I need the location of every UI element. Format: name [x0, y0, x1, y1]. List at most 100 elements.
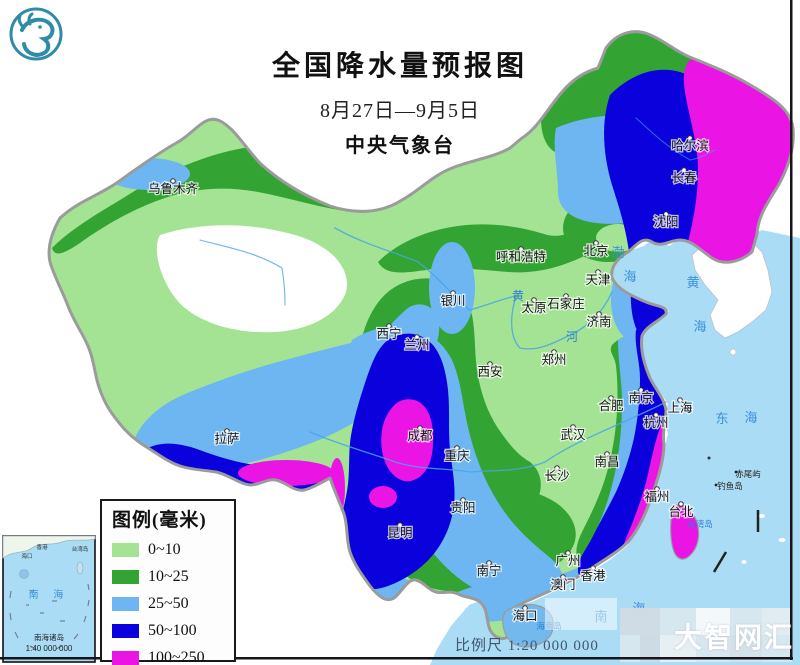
city-dot: [596, 311, 602, 317]
jeju-island: [729, 348, 737, 356]
dragon-swirl-icon: [20, 17, 55, 57]
region-ningxia-25-50: [429, 242, 475, 334]
city-label: 昆明: [387, 526, 412, 540]
city-label: 西宁: [376, 326, 401, 341]
city-dot: [460, 497, 466, 503]
city-dot: [518, 246, 524, 252]
inset-islands-name: 南海诸岛: [34, 632, 64, 642]
sea-name-label: 黄: [686, 275, 699, 290]
city-dot: [593, 240, 599, 246]
cma-logo: [9, 7, 63, 61]
region-south-tibet-100-250: [238, 460, 334, 486]
city-dot: [677, 397, 683, 403]
sea-name-label: 海: [693, 319, 706, 334]
city-dot: [386, 323, 392, 329]
city-dot: [687, 135, 693, 141]
city-label: 银川: [440, 294, 465, 308]
city-label: 呼和浩特: [496, 249, 546, 264]
legend-swatch: [112, 624, 139, 638]
city-label: 兰州: [404, 338, 429, 352]
city-dot: [681, 167, 687, 173]
islet-dot: [714, 483, 718, 487]
legend-range-label: 0~10: [148, 541, 181, 558]
region-tarim-dry: [156, 225, 347, 333]
city-dot: [522, 605, 528, 611]
city-dot: [554, 465, 560, 471]
city-dot: [560, 574, 566, 580]
legend-title: 图例(毫米): [112, 510, 207, 531]
legend-swatch: [112, 543, 139, 557]
city-label: 济南: [586, 314, 611, 329]
frame-line-bottom: [0, 657, 793, 660]
islet-dot: [734, 470, 738, 474]
city-dot: [414, 334, 420, 340]
ryukyu-islet-1: [759, 514, 765, 518]
city-label: 拉萨: [214, 431, 239, 446]
legend-item: 100~250: [112, 649, 234, 665]
inset-scale: 1:40 000 000: [26, 644, 73, 653]
inset-place-label: 台湾岛: [72, 545, 89, 553]
city-label: 福州: [644, 489, 669, 504]
rivers: [199, 117, 716, 473]
city-dot: [590, 565, 596, 571]
city-label: 武汉: [560, 428, 586, 442]
diaoyu-islet-dot: [707, 456, 711, 460]
legend-rows: 0~10 10~25 25~50 50~100 100~250: [112, 541, 234, 665]
city-label: 上海: [667, 400, 693, 415]
city-dot: [608, 395, 614, 401]
city-dot: [565, 550, 571, 556]
legend-item: 50~100: [112, 622, 234, 640]
city-dot: [595, 269, 601, 275]
city-label: 哈尔滨: [671, 138, 709, 153]
taiwan-island: [670, 504, 700, 560]
songhua-river: [635, 117, 716, 161]
island-name-label: 赤尾屿: [735, 469, 761, 479]
inset-hainan: [19, 569, 29, 579]
city-label: 石家庄: [547, 296, 585, 311]
city-label: 杭州: [643, 415, 668, 430]
legend-swatch: [112, 570, 139, 584]
city-dot: [551, 349, 557, 355]
china-national-border: [47, 30, 795, 640]
city-label: 成都: [407, 429, 433, 443]
city-label: 澳门: [550, 577, 575, 592]
city-dot: [450, 290, 456, 296]
yangtze-river: [309, 401, 667, 473]
inset-coastline: [2, 535, 96, 559]
city-dot: [604, 451, 610, 457]
city-dot: [454, 445, 460, 451]
boundary-dash-2: [712, 551, 728, 573]
inset-place-label: 海口: [21, 552, 32, 560]
sea-name-label: 海: [623, 269, 636, 284]
city-dot: [653, 412, 659, 418]
city-label: 北京: [583, 244, 608, 258]
city-dot: [417, 425, 423, 431]
city-label: 乌鲁木齐: [148, 181, 199, 196]
river-name-label: 黄: [512, 289, 524, 303]
hainan-island: [502, 603, 554, 648]
inset-sea-name: 南 海: [29, 588, 70, 601]
sea-name-label: 渤: [611, 245, 624, 260]
city-label: 长沙: [544, 469, 570, 483]
region-yunnan-spot1-100-250: [369, 486, 397, 508]
legend-swatch: [112, 597, 139, 611]
city-dot: [531, 297, 537, 303]
city-label: 天津: [585, 273, 610, 287]
legend-range-label: 25~50: [148, 595, 189, 612]
city-dot: [663, 211, 669, 217]
ryukyu-islet-2: [778, 538, 786, 542]
city-dot: [638, 387, 644, 393]
city-dot: [170, 178, 176, 184]
city-dot: [224, 428, 230, 434]
city-label: 太原: [521, 300, 546, 315]
city-label: 香港: [580, 569, 606, 583]
legend-box: 图例(毫米) 0~10 10~25 25~50 50~100 100~250: [100, 499, 236, 665]
ryukyu-islet-3: [741, 560, 747, 564]
legend-range-label: 50~100: [148, 622, 197, 639]
city-label: 南宁: [476, 563, 501, 578]
region-chengdu-100-250: [381, 399, 434, 482]
legend-item: 25~50: [112, 595, 234, 613]
city-label: 长春: [671, 171, 697, 185]
